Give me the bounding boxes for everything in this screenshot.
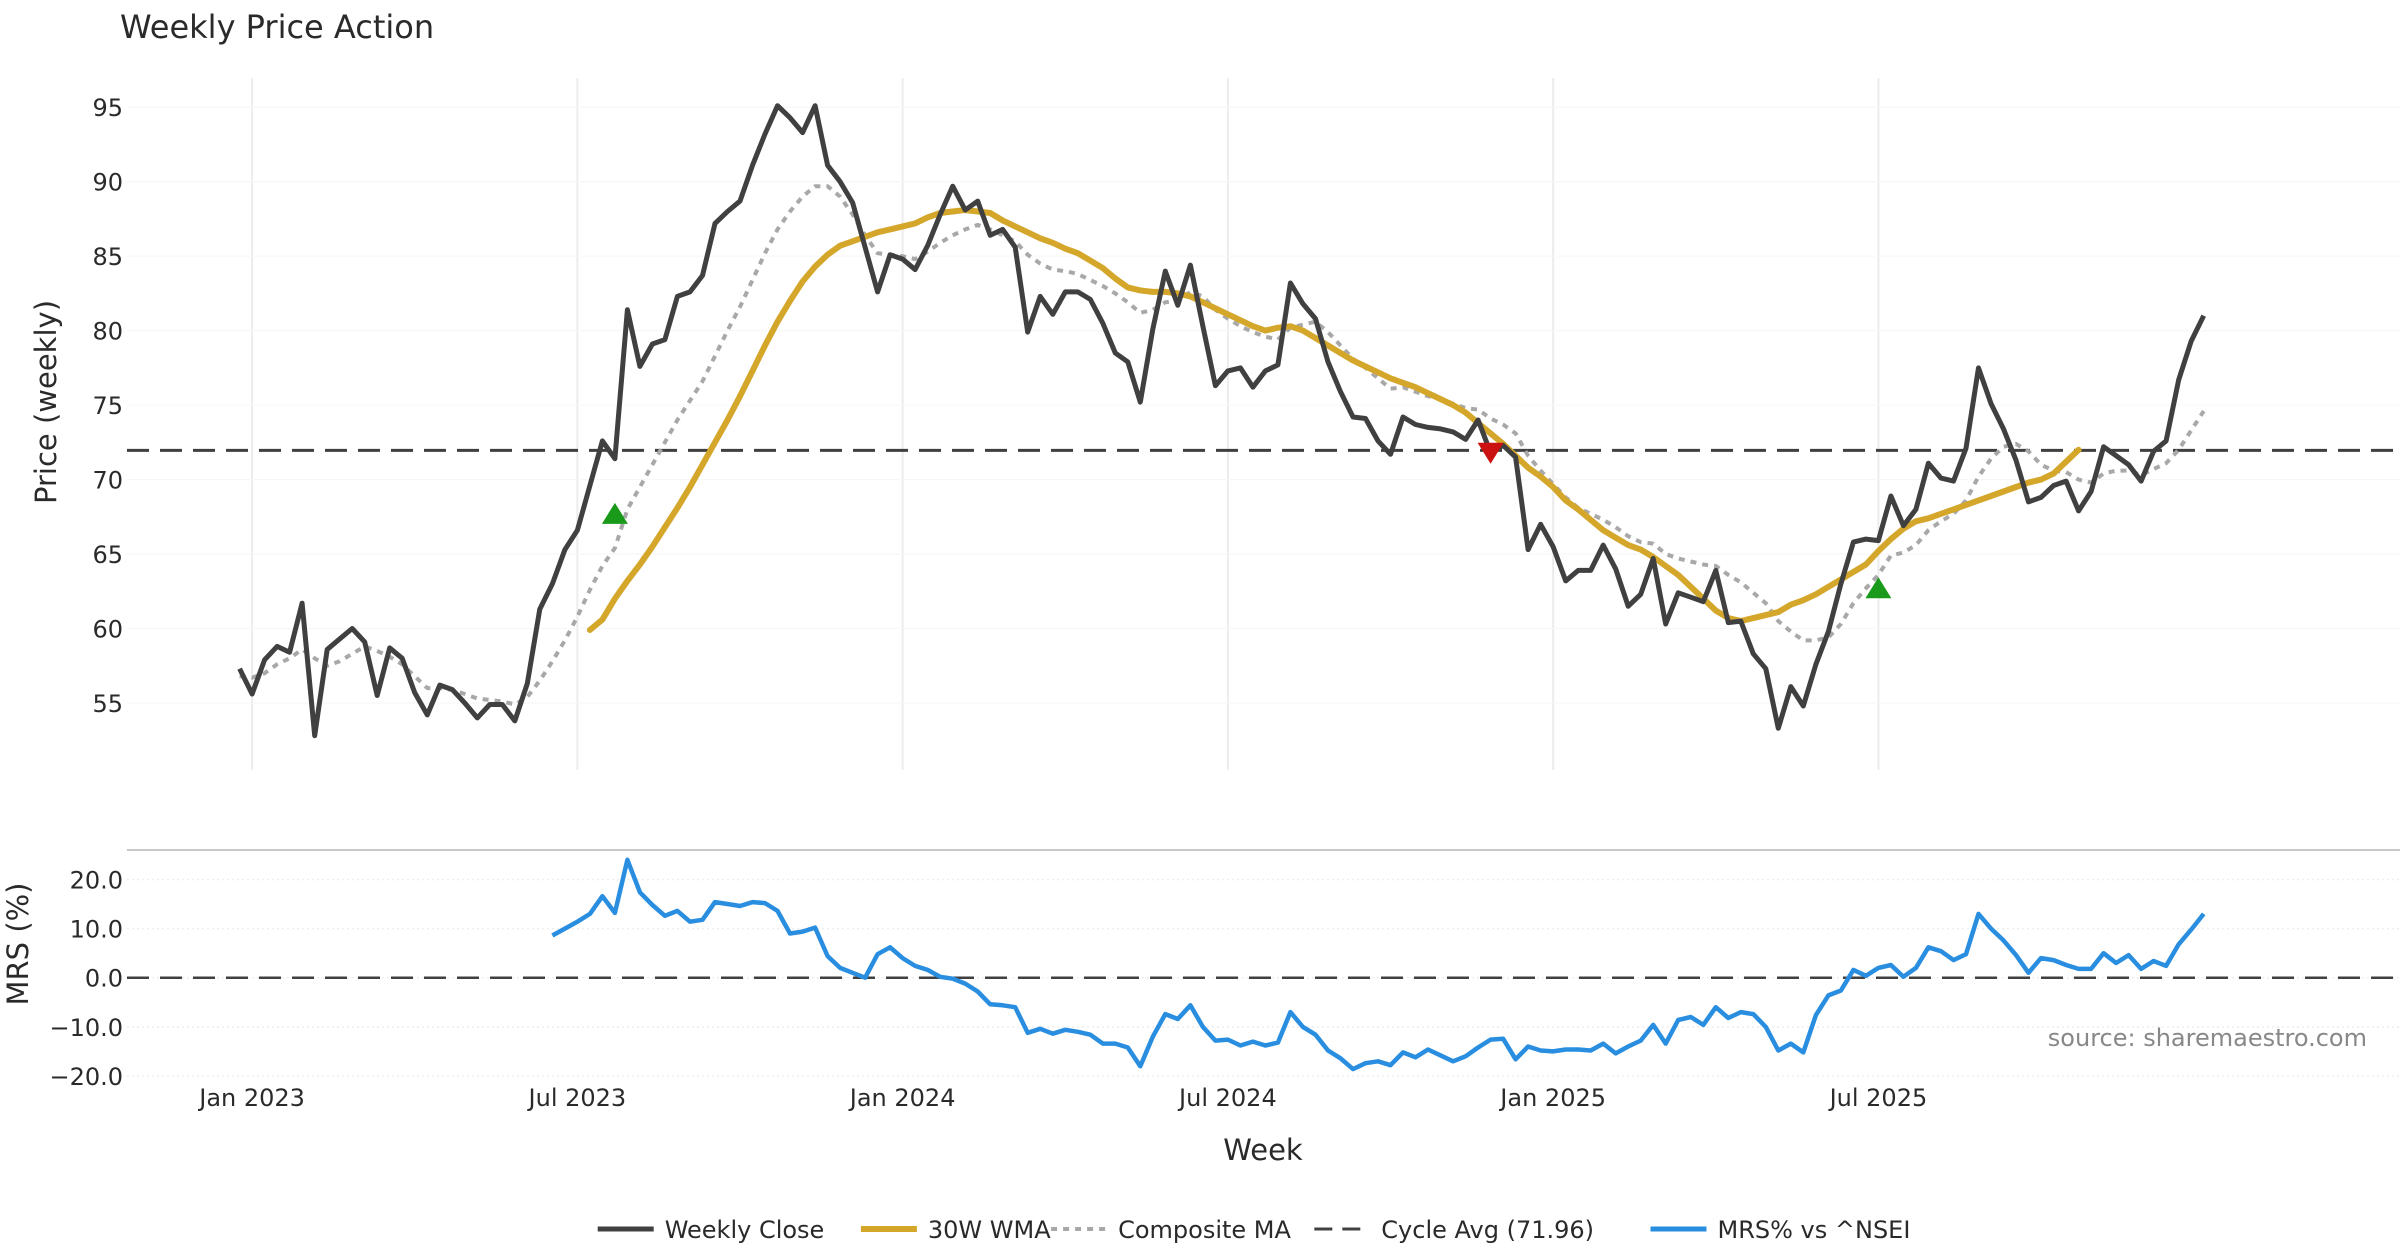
x-tick-label: Jan 2023: [197, 1084, 305, 1112]
price-y-tick-label: 55: [92, 690, 123, 718]
legend-item: Composite MA: [1051, 1216, 1292, 1244]
price-gridlines: [127, 78, 2400, 770]
mrs-y-tick-label: −20.0: [49, 1063, 123, 1091]
legend-label: Cycle Avg (71.96): [1381, 1216, 1594, 1244]
price-y-tick-label: 85: [92, 243, 123, 271]
legend-label: Weekly Close: [665, 1216, 825, 1244]
price-y-tick-label: 70: [92, 467, 123, 495]
mrs-y-tick-label: 20.0: [70, 866, 123, 894]
buy-signal-marker: [601, 502, 628, 524]
source-watermark: source: sharemaestro.com: [2048, 1024, 2367, 1052]
legend-label: Composite MA: [1118, 1216, 1291, 1244]
wma-30w-line: [586, 207, 2082, 633]
price-y-tick-label: 95: [92, 94, 123, 122]
price-y-tick-label: 65: [92, 541, 123, 569]
sell-signal-marker: [1477, 442, 1504, 464]
weekly-close-line: [237, 103, 2206, 739]
legend-item: Weekly Close: [597, 1216, 825, 1244]
x-tick-label: Jan 2025: [1498, 1084, 1606, 1112]
price-y-axis-label: Price (weekly): [29, 300, 63, 504]
x-ticks: Jan 2023 Jul 2023 Jan 2024 Jul 2024 Jan 2025…: [197, 1084, 1927, 1112]
composite-ma-line: [239, 184, 2206, 707]
buy-signal-marker: [1865, 577, 1892, 599]
mrs-y-tick-label: −10.0: [49, 1014, 123, 1042]
x-tick-label: Jul 2024: [1177, 1084, 1277, 1112]
x-axis-label: Week: [1223, 1133, 1303, 1167]
legend-item: 30W WMA: [860, 1216, 1051, 1244]
legend-label: 30W WMA: [928, 1216, 1051, 1244]
mrs-y-axis-label: MRS (%): [1, 883, 35, 1006]
mrs-y-tick-label: 10.0: [70, 916, 123, 944]
x-tick-label: Jul 2023: [527, 1084, 627, 1112]
mrs-y-ticks: −20.0 −10.0 0.0 10.0 20.0: [49, 866, 123, 1091]
signal-markers: [601, 442, 1892, 599]
legend: Weekly Close 30W WMA Composite MA Cycle Avg…: [597, 1216, 1911, 1244]
price-y-tick-label: 80: [92, 318, 123, 346]
price-y-tick-label: 60: [92, 616, 123, 644]
x-tick-label: Jan 2024: [848, 1084, 956, 1112]
legend-item: MRS% vs ^NSEI: [1650, 1216, 1911, 1244]
legend-item: Cycle Avg (71.96): [1314, 1216, 1594, 1244]
x-tick-label: Jul 2025: [1828, 1084, 1928, 1112]
price-y-tick-label: 75: [92, 392, 123, 420]
mrs-y-tick-label: 0.0: [85, 965, 123, 993]
mrs-line: [551, 857, 2206, 1072]
legend-label: MRS% vs ^NSEI: [1718, 1216, 1911, 1244]
price-y-ticks: 55 60 65 70 75 80 85 90 95: [92, 94, 123, 718]
price-y-tick-label: 90: [92, 169, 123, 197]
chart-title: Weekly Price Action: [120, 8, 434, 46]
